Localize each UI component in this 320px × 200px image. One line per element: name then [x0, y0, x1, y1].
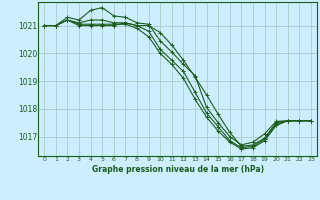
X-axis label: Graphe pression niveau de la mer (hPa): Graphe pression niveau de la mer (hPa)	[92, 165, 264, 174]
